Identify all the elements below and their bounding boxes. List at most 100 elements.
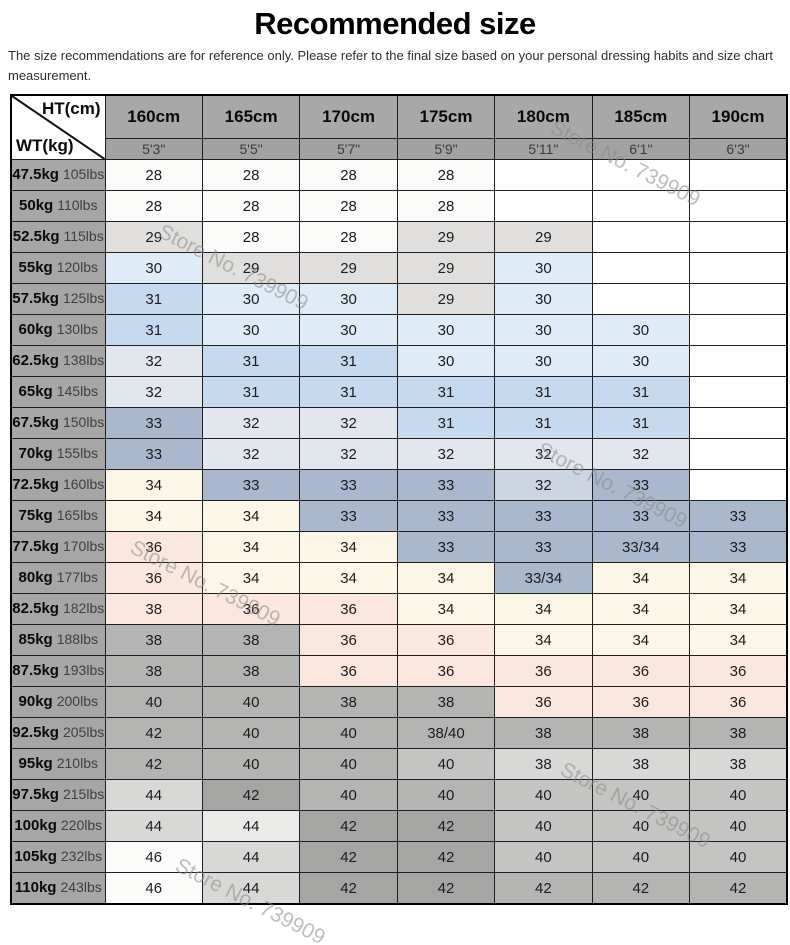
size-cell: 30 <box>396 345 496 378</box>
size-cell: 38 <box>689 748 788 781</box>
size-cell <box>689 221 788 254</box>
weight-lbs-label: 243lbs <box>60 879 102 896</box>
size-cell: 28 <box>396 190 496 223</box>
row-header-85kg: 85kg 188lbs <box>10 624 106 657</box>
size-cell: 38 <box>104 655 203 688</box>
weight-kg-label: 47.5kg <box>12 166 59 184</box>
size-cell: 33 <box>299 500 398 533</box>
table-row: 77.5kg 170lbs 36 34 34 33 33 33/34 33 <box>10 531 788 564</box>
size-cell: 40 <box>396 748 496 781</box>
size-cell: 40 <box>299 748 398 781</box>
size-cell: 32 <box>104 376 203 409</box>
col-header-170cm: 170cm <box>299 94 398 140</box>
size-cell: 36 <box>104 562 203 595</box>
size-table-body: 47.5kg 105lbs 28 28 28 28 50kg 110lbs 28 28 28 28 52… <box>10 159 788 905</box>
size-cell: 29 <box>299 252 398 285</box>
row-header-90kg: 90kg 200lbs <box>10 686 106 719</box>
size-cell: 42 <box>104 748 203 781</box>
size-cell: 38 <box>104 593 203 626</box>
row-header-72.5kg: 72.5kg 160lbs <box>10 469 106 502</box>
header-row-cm: HT(cm) WT(kg) 160cm 165cm 170cm 175cm 180cm 1… <box>10 94 788 161</box>
col-header-160cm: 160cm <box>104 94 203 140</box>
size-cell: 30 <box>494 314 593 347</box>
size-cell: 42 <box>494 872 593 905</box>
size-cell: 38 <box>396 686 496 719</box>
size-cell: 33 <box>494 531 593 564</box>
table-row: 82.5kg 182lbs 38 36 36 34 34 34 34 <box>10 593 788 626</box>
size-cell <box>591 252 691 285</box>
size-cell: 34 <box>104 500 203 533</box>
weight-lbs-label: 110lbs <box>57 197 98 214</box>
size-cell: 33 <box>396 531 496 564</box>
row-header-80kg: 80kg 177lbs <box>10 562 106 595</box>
diagonal-divider <box>12 96 104 159</box>
size-cell: 31 <box>494 376 593 409</box>
size-cell: 36 <box>396 624 496 657</box>
recommended-size-table: HT(cm) WT(kg) 160cm 165cm 170cm 175cm 180cm 1… <box>10 94 788 906</box>
size-cell: 44 <box>104 810 203 843</box>
size-cell: 34 <box>591 593 691 626</box>
size-cell: 46 <box>104 841 203 874</box>
size-cell: 36 <box>494 655 593 688</box>
weight-kg-label: 72.5kg <box>12 476 59 494</box>
size-cell: 30 <box>299 314 398 347</box>
weight-kg-label: 105kg <box>14 848 57 866</box>
size-cell: 42 <box>299 872 398 905</box>
size-cell <box>689 469 788 502</box>
size-cell <box>494 159 593 192</box>
size-cell: 28 <box>201 159 301 192</box>
size-cell: 36 <box>689 686 788 719</box>
size-cell: 29 <box>396 221 496 254</box>
table-row: 87.5kg 193lbs 38 38 36 36 36 36 36 <box>10 655 788 688</box>
weight-lbs-label: 177lbs <box>56 569 98 586</box>
table-row: 55kg 120lbs 30 29 29 29 30 <box>10 252 788 285</box>
size-cell: 28 <box>299 159 398 192</box>
col-subheader-feet-3: 5'9" <box>396 138 496 161</box>
size-cell: 33 <box>299 469 398 502</box>
size-cell <box>591 159 691 192</box>
size-cell: 28 <box>299 190 398 223</box>
size-cell: 30 <box>396 314 496 347</box>
size-cell: 42 <box>299 810 398 843</box>
size-cell <box>591 190 691 223</box>
size-cell: 34 <box>494 624 593 657</box>
size-cell: 30 <box>201 283 301 316</box>
size-cell: 32 <box>299 438 398 471</box>
table-row: 60kg 130lbs 31 30 30 30 30 30 <box>10 314 788 347</box>
weight-lbs-label: 193lbs <box>62 662 105 679</box>
size-cell: 32 <box>201 438 301 471</box>
size-cell: 33 <box>201 469 301 502</box>
height-axis-label: HT(cm) <box>41 99 101 119</box>
size-cell: 38 <box>299 686 398 719</box>
table-row: 50kg 110lbs 28 28 28 28 <box>10 190 788 223</box>
size-cell: 40 <box>689 810 788 843</box>
size-cell: 33 <box>104 438 203 471</box>
size-cell: 28 <box>104 159 203 192</box>
weight-kg-label: 75kg <box>18 507 53 525</box>
size-cell: 40 <box>591 841 691 874</box>
size-cell: 29 <box>201 252 301 285</box>
row-header-70kg: 70kg 155lbs <box>10 438 106 471</box>
size-cell: 40 <box>299 717 398 750</box>
size-cell: 31 <box>104 283 203 316</box>
table-row: 97.5kg 215lbs 44 42 40 40 40 40 40 <box>10 779 788 812</box>
size-cell: 40 <box>591 779 691 812</box>
size-cell: 36 <box>396 655 496 688</box>
size-cell: 38 <box>494 717 593 750</box>
size-cell: 40 <box>201 686 301 719</box>
size-cell: 32 <box>494 469 593 502</box>
size-cell: 34 <box>689 624 788 657</box>
size-cell: 38 <box>201 624 301 657</box>
col-subheader-feet-6: 6'3" <box>689 138 788 161</box>
row-header-67.5kg: 67.5kg 150lbs <box>10 407 106 440</box>
size-cell: 33 <box>591 469 691 502</box>
size-cell: 30 <box>494 345 593 378</box>
size-cell: 34 <box>396 593 496 626</box>
size-cell: 38 <box>494 748 593 781</box>
size-cell: 40 <box>689 841 788 874</box>
weight-lbs-label: 130lbs <box>56 321 98 338</box>
size-cell: 32 <box>299 407 398 440</box>
weight-kg-label: 100kg <box>14 817 57 835</box>
row-header-65kg: 65kg 145lbs <box>10 376 106 409</box>
table-row: 70kg 155lbs 33 32 32 32 32 32 <box>10 438 788 471</box>
